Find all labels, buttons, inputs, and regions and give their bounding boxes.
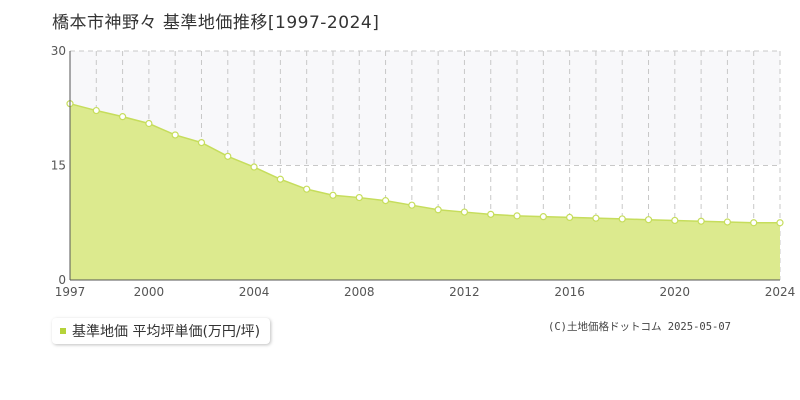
data-point (381, 197, 390, 205)
chart-title: 橋本市神野々 基準地価推移[1997-2024] (52, 13, 380, 33)
data-point (329, 191, 337, 199)
x-tick-label: 2004 (239, 285, 270, 299)
x-tick-labels: 1997 2000 2004 2008 2012 2016 2020 2024 (55, 285, 796, 299)
y-tick-labels: 0 15 30 (51, 44, 66, 287)
data-point (539, 213, 547, 221)
data-point (723, 218, 732, 226)
data-point (408, 201, 416, 209)
data-point (592, 214, 600, 222)
data-point (750, 219, 758, 227)
x-tick-label: 2012 (449, 285, 480, 299)
y-tick-label: 15 (51, 159, 66, 173)
data-point (776, 219, 784, 227)
data-point (145, 119, 153, 128)
data-point (434, 206, 442, 214)
data-point (618, 215, 626, 223)
series-line (69, 102, 780, 224)
data-point (355, 193, 363, 202)
data-point (250, 163, 258, 171)
area-fill (70, 103, 780, 280)
data-point (487, 210, 495, 218)
data-point (460, 208, 469, 216)
legend-swatch (60, 328, 66, 334)
legend: 基準地価 平均坪単価(万円/坪) (52, 318, 271, 344)
data-point (118, 113, 127, 121)
data-point (513, 212, 521, 220)
y-tick-label: 0 (58, 273, 66, 287)
y-tick-label: 30 (51, 44, 66, 58)
data-point (92, 106, 100, 115)
data-point (197, 139, 206, 147)
data-point (644, 216, 653, 224)
copyright-text: (C)土地価格ドットコム 2025-05-07 (548, 321, 732, 333)
data-point (224, 152, 232, 160)
data-point (671, 216, 679, 225)
data-point (303, 185, 311, 193)
x-tick-label: 2016 (554, 285, 585, 299)
data-points (66, 100, 784, 227)
x-tick-label: 2024 (765, 285, 796, 299)
data-point (697, 217, 705, 225)
x-tick-label: 2020 (660, 285, 691, 299)
data-point (276, 175, 284, 183)
x-tick-label: 1997 (55, 285, 86, 299)
data-point (566, 213, 574, 222)
legend-label: 基準地価 平均坪単価(万円/坪) (72, 324, 261, 340)
x-tick-label: 2008 (344, 285, 375, 299)
data-point (171, 131, 179, 139)
x-tick-label: 2000 (134, 285, 165, 299)
